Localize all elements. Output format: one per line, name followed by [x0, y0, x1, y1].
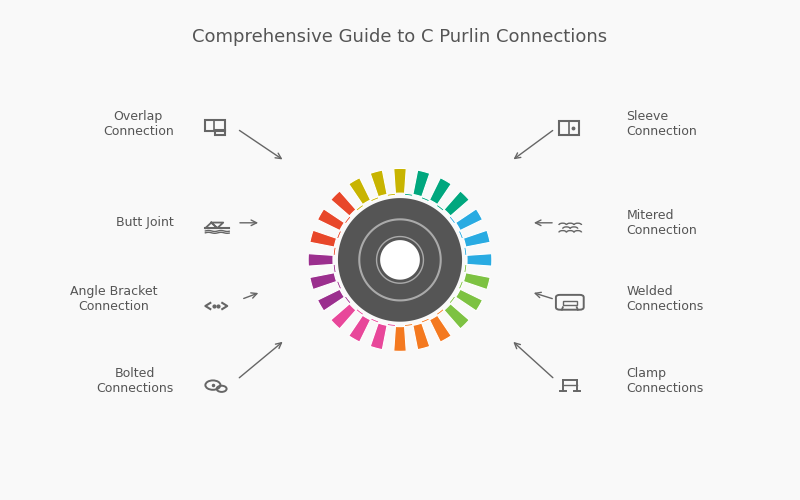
Polygon shape	[337, 281, 342, 289]
Polygon shape	[370, 323, 387, 349]
Polygon shape	[421, 318, 430, 323]
Polygon shape	[463, 230, 490, 247]
Polygon shape	[413, 323, 430, 349]
Polygon shape	[464, 264, 467, 272]
Polygon shape	[344, 216, 351, 224]
Polygon shape	[318, 209, 344, 231]
Text: Angle Bracket
Connection: Angle Bracket Connection	[70, 286, 158, 314]
Text: Overlap
Connection: Overlap Connection	[103, 110, 174, 138]
Polygon shape	[338, 198, 462, 322]
Text: Butt Joint: Butt Joint	[116, 216, 174, 230]
Polygon shape	[449, 296, 456, 304]
Polygon shape	[430, 178, 451, 204]
Polygon shape	[456, 290, 482, 311]
Text: Mitered
Connection: Mitered Connection	[626, 209, 697, 237]
Text: Welded
Connections: Welded Connections	[626, 286, 704, 314]
Polygon shape	[387, 194, 395, 196]
Polygon shape	[310, 230, 337, 247]
Polygon shape	[330, 304, 356, 329]
Polygon shape	[394, 326, 406, 351]
Polygon shape	[436, 308, 444, 316]
Polygon shape	[337, 230, 342, 239]
Polygon shape	[330, 191, 356, 216]
Polygon shape	[405, 324, 413, 326]
Polygon shape	[356, 308, 364, 316]
Polygon shape	[444, 191, 470, 216]
Polygon shape	[370, 196, 379, 202]
Text: Clamp
Connections: Clamp Connections	[626, 367, 704, 395]
Polygon shape	[463, 272, 490, 289]
Text: Comprehensive Guide to C Purlin Connections: Comprehensive Guide to C Purlin Connecti…	[193, 28, 607, 46]
Polygon shape	[464, 247, 467, 256]
Polygon shape	[380, 240, 420, 280]
Polygon shape	[370, 170, 387, 196]
Polygon shape	[467, 254, 492, 266]
Polygon shape	[444, 304, 470, 329]
Polygon shape	[458, 281, 463, 289]
Polygon shape	[356, 204, 364, 211]
Polygon shape	[349, 178, 370, 204]
Polygon shape	[456, 209, 482, 231]
Polygon shape	[394, 168, 406, 194]
Polygon shape	[318, 290, 344, 311]
Polygon shape	[344, 296, 351, 304]
Polygon shape	[333, 247, 336, 256]
Polygon shape	[370, 318, 379, 323]
Polygon shape	[421, 196, 430, 202]
Polygon shape	[310, 272, 337, 289]
Polygon shape	[333, 264, 336, 272]
Polygon shape	[387, 324, 395, 326]
Polygon shape	[349, 316, 370, 342]
Polygon shape	[436, 204, 444, 211]
Polygon shape	[413, 170, 430, 196]
Polygon shape	[430, 316, 451, 342]
Text: Sleeve
Connection: Sleeve Connection	[626, 110, 697, 138]
Polygon shape	[308, 254, 333, 266]
Text: Bolted
Connections: Bolted Connections	[96, 367, 174, 395]
Polygon shape	[458, 230, 463, 239]
Polygon shape	[405, 194, 413, 196]
Polygon shape	[449, 216, 456, 224]
